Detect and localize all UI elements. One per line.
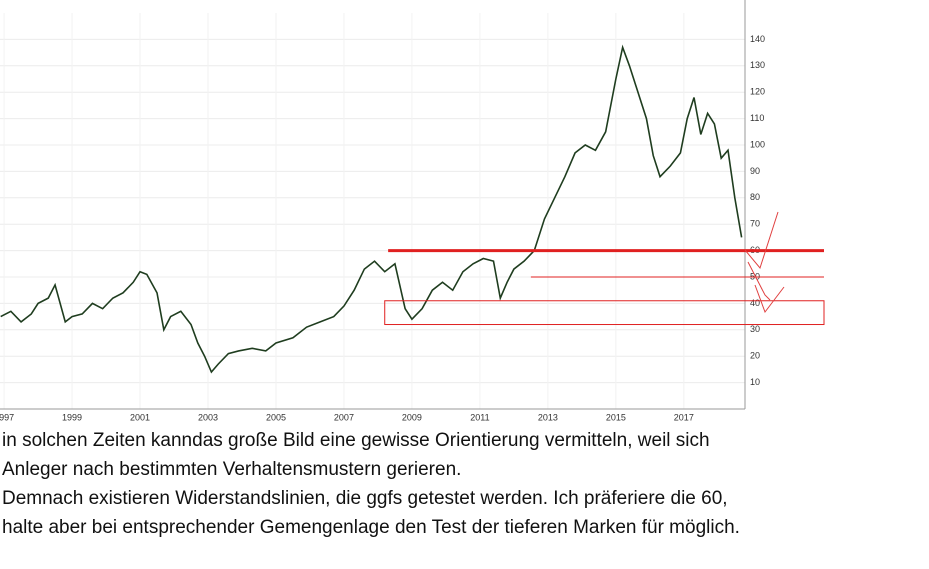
support-box bbox=[384, 300, 825, 326]
y-tick-label: 70 bbox=[750, 219, 760, 229]
y-tick-label: 30 bbox=[750, 324, 760, 334]
paragraph: in solchen Zeiten kanndas große Bild ein… bbox=[2, 426, 740, 542]
scenario-stroke bbox=[747, 261, 771, 301]
x-tick-label: 2001 bbox=[130, 412, 150, 422]
y-tick-label: 100 bbox=[750, 139, 765, 149]
y-tick-label: 120 bbox=[750, 87, 765, 97]
text-line: Anleger nach bestimmten Verhaltensmuster… bbox=[2, 459, 462, 480]
y-tick-label: 40 bbox=[750, 298, 760, 308]
x-tick-label: 2007 bbox=[334, 412, 354, 422]
text-line: halte aber bei entsprechender Gemengenla… bbox=[2, 517, 740, 538]
x-tick-label: 2013 bbox=[538, 412, 558, 422]
text-line: Demnach existieren Widerstandslinien, di… bbox=[2, 488, 728, 509]
y-tick-label: 90 bbox=[750, 166, 760, 176]
x-tick-label: 2009 bbox=[402, 412, 422, 422]
y-tick-label: 140 bbox=[750, 34, 765, 44]
x-tick-label: 2017 bbox=[674, 412, 694, 422]
text-line: in solchen Zeiten kanndas große Bild ein… bbox=[2, 430, 710, 451]
scenario-stroke bbox=[744, 211, 779, 270]
x-tick-label: 1997 bbox=[0, 412, 14, 422]
x-tick-label: 1999 bbox=[62, 412, 82, 422]
x-tick-label: 2011 bbox=[470, 412, 489, 422]
x-tick-label: 2015 bbox=[606, 412, 626, 422]
y-tick-label: 20 bbox=[750, 351, 760, 361]
price-line bbox=[0, 44, 743, 374]
y-tick-label: 10 bbox=[750, 377, 760, 387]
scenario-stroke bbox=[754, 284, 785, 314]
x-tick-label: 2005 bbox=[266, 412, 286, 422]
x-tick-label: 2003 bbox=[198, 412, 218, 422]
y-tick-label: 130 bbox=[750, 60, 765, 70]
chart: 1020304050607080901001101201301401997199… bbox=[0, 0, 825, 422]
y-tick-label: 80 bbox=[750, 192, 760, 202]
y-tick-label: 110 bbox=[750, 113, 764, 123]
